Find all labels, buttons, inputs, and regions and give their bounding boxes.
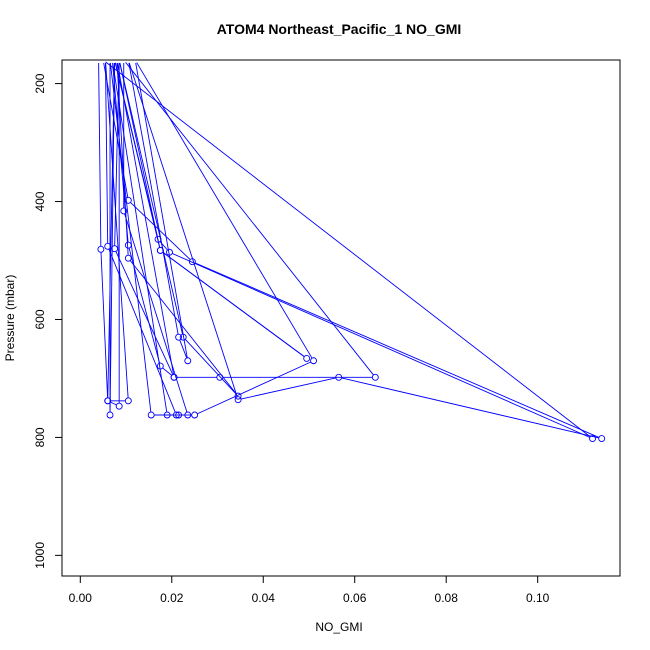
y-tick-label: 400 — [33, 191, 47, 211]
data-point — [120, 207, 128, 215]
x-axis: 0.00 0.02 0.04 0.06 0.08 0.10 — [69, 575, 550, 605]
series-segment — [116, 62, 129, 256]
series-segment — [110, 401, 117, 406]
series-segment — [105, 61, 591, 438]
y-tick-label: 200 — [33, 73, 47, 93]
series-segment — [112, 62, 168, 413]
data-point — [156, 247, 164, 254]
series-segment — [162, 251, 305, 357]
data-point — [216, 373, 224, 381]
series-layer — [97, 61, 606, 443]
data-point — [154, 235, 162, 243]
data-point — [124, 254, 132, 262]
series-segment — [125, 62, 374, 376]
y-tick-label: 800 — [33, 427, 47, 447]
data-point — [147, 411, 155, 419]
data-point — [234, 396, 242, 404]
series-segment — [119, 62, 183, 335]
series-segment — [162, 367, 173, 376]
data-point — [191, 411, 199, 419]
data-point — [310, 357, 318, 365]
data-point — [111, 245, 119, 253]
data-point — [124, 241, 132, 249]
x-tick-label: 0.02 — [160, 591, 184, 605]
x-tick-label: 0.10 — [526, 591, 550, 605]
series-segment — [172, 253, 590, 438]
series-segment — [135, 62, 188, 358]
data-point — [234, 392, 242, 400]
series-segment — [98, 62, 102, 247]
series-segment — [194, 262, 600, 438]
data-point — [598, 435, 606, 443]
data-point — [175, 411, 183, 419]
series-segment — [109, 62, 152, 413]
data-point — [115, 402, 123, 410]
x-tick-label: 0.04 — [252, 591, 276, 605]
y-tick-label: 600 — [33, 309, 47, 329]
data-point — [156, 362, 164, 370]
x-axis-label: NO_GMI — [315, 620, 362, 634]
data-point — [172, 411, 180, 419]
data-point — [303, 354, 311, 362]
series-segment — [184, 339, 237, 395]
y-tick-label: 1000 — [33, 542, 47, 569]
data-point — [166, 248, 173, 256]
data-point — [184, 357, 192, 365]
data-point — [188, 258, 196, 266]
data-point — [104, 397, 112, 405]
series-segment — [114, 62, 158, 237]
x-tick-label: 0.08 — [435, 591, 459, 605]
series-segment — [108, 248, 176, 413]
series-segment — [103, 62, 129, 198]
series-segment — [105, 62, 129, 398]
data-point — [124, 196, 132, 204]
series-segment — [114, 62, 120, 246]
data-point — [106, 411, 114, 419]
series-segment — [128, 62, 238, 397]
series-segment — [341, 377, 599, 439]
y-axis: 200 400 600 800 1000 — [33, 73, 63, 569]
series-segment — [136, 62, 313, 359]
data-point — [175, 333, 183, 341]
series-segment — [179, 339, 188, 359]
data-point — [124, 397, 132, 405]
data-point — [104, 242, 112, 250]
series-segment — [129, 260, 237, 395]
data-point — [589, 435, 597, 443]
data-point — [335, 373, 343, 381]
series-segment — [128, 247, 161, 364]
data-point — [170, 373, 178, 381]
data-point — [184, 411, 192, 419]
data-point — [371, 373, 379, 381]
chart-title: ATOM4 Northeast_Pacific_1 NO_GMI — [217, 21, 462, 37]
data-point — [179, 333, 187, 341]
series-segment — [100, 252, 109, 398]
data-point — [163, 411, 171, 419]
data-point — [97, 245, 105, 253]
x-tick-label: 0.00 — [69, 591, 93, 605]
series-segment — [115, 251, 174, 375]
series-segment — [130, 202, 191, 260]
series-segment — [105, 62, 109, 244]
y-axis-label: Pressure (mbar) — [3, 275, 17, 362]
plot-frame — [61, 59, 621, 577]
series-segment — [128, 62, 179, 335]
x-tick-label: 0.06 — [343, 591, 367, 605]
series-segment — [240, 377, 336, 400]
series-segment — [116, 62, 174, 375]
series-segment — [197, 361, 312, 415]
